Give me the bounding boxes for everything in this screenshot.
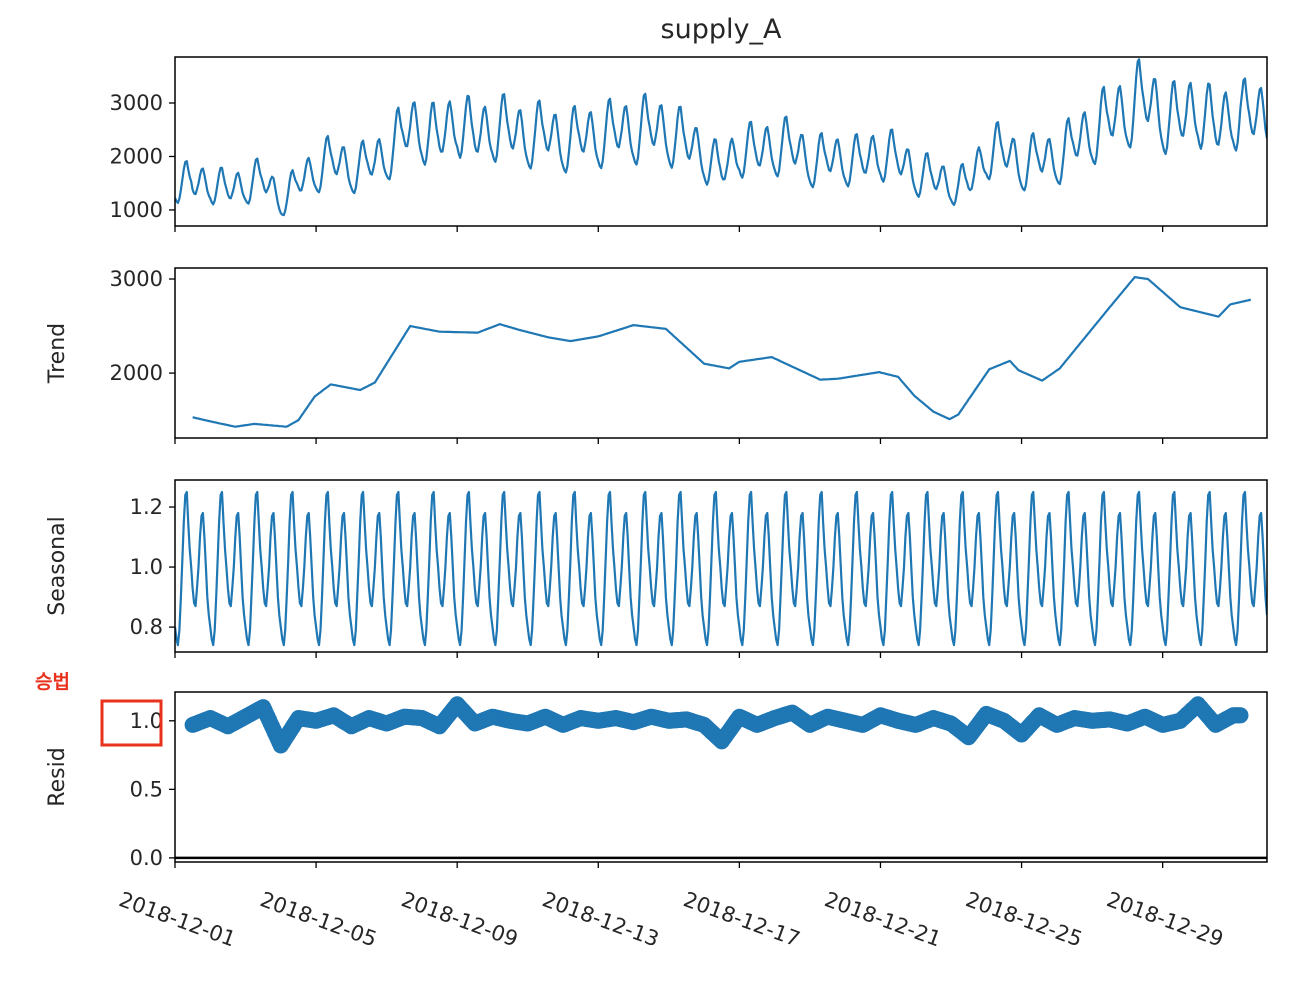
resid-series: [184, 696, 1249, 754]
y-tick-label: 0.0: [130, 846, 163, 870]
y-axis-label-seasonal: Seasonal: [45, 516, 70, 615]
y-tick-label: 0.5: [130, 777, 163, 801]
y-tick-label: 2000: [110, 361, 163, 385]
x-tick-label: 2018-12-05: [257, 887, 380, 951]
y-tick-label: 1.2: [130, 495, 163, 519]
seasonal-line: [175, 490, 1267, 647]
y-tick-label: 3000: [110, 91, 163, 115]
y-tick-label: 1.0: [130, 555, 163, 579]
x-tick-label: 2018-12-21: [821, 887, 944, 951]
trend-axes-frame: [174, 267, 1268, 439]
model-annotation: 승법: [35, 671, 70, 693]
highlight-box: [100, 699, 163, 747]
x-tick-label: 2018-12-17: [680, 887, 803, 951]
x-tick-label: 2018-12-09: [398, 887, 521, 951]
x-tick-label: 2018-12-13: [539, 887, 662, 951]
x-tick-label: 2018-12-29: [1104, 887, 1227, 951]
y-axis-label-trend: Trend: [45, 323, 70, 384]
resid-axes-frame: [174, 691, 1268, 863]
y-tick-label: 1000: [110, 198, 163, 222]
y-tick-label: 1.0: [130, 709, 163, 733]
seasonal-series: [175, 490, 1267, 647]
seasonal-axes-frame: [174, 479, 1268, 653]
resid-point: [1232, 707, 1249, 724]
panel-observed: 1000 2000 3000: [110, 56, 1268, 232]
panel-seasonal: 0.8 1.0 1.2 Seasonal: [45, 479, 1268, 658]
y-tick-label: 3000: [110, 267, 163, 291]
observed-axes-frame: [174, 56, 1268, 227]
chart-title: supply_A: [661, 14, 782, 45]
trend-line: [192, 276, 1252, 428]
y-axis-label-resid: Resid: [45, 747, 70, 806]
trend-series: [192, 276, 1252, 428]
panel-trend: 2000 3000 Trend: [45, 267, 1268, 444]
observed-line: [175, 58, 1267, 217]
y-tick-label: 2000: [110, 144, 163, 168]
x-tick-label: 2018-12-25: [963, 887, 1086, 951]
x-tick-label: 2018-12-01: [116, 887, 239, 951]
y-tick-label: 0.8: [130, 615, 163, 639]
panel-resid: 0.0 0.5 1.0 Resid: [45, 691, 1268, 870]
observed-series: [175, 58, 1267, 217]
